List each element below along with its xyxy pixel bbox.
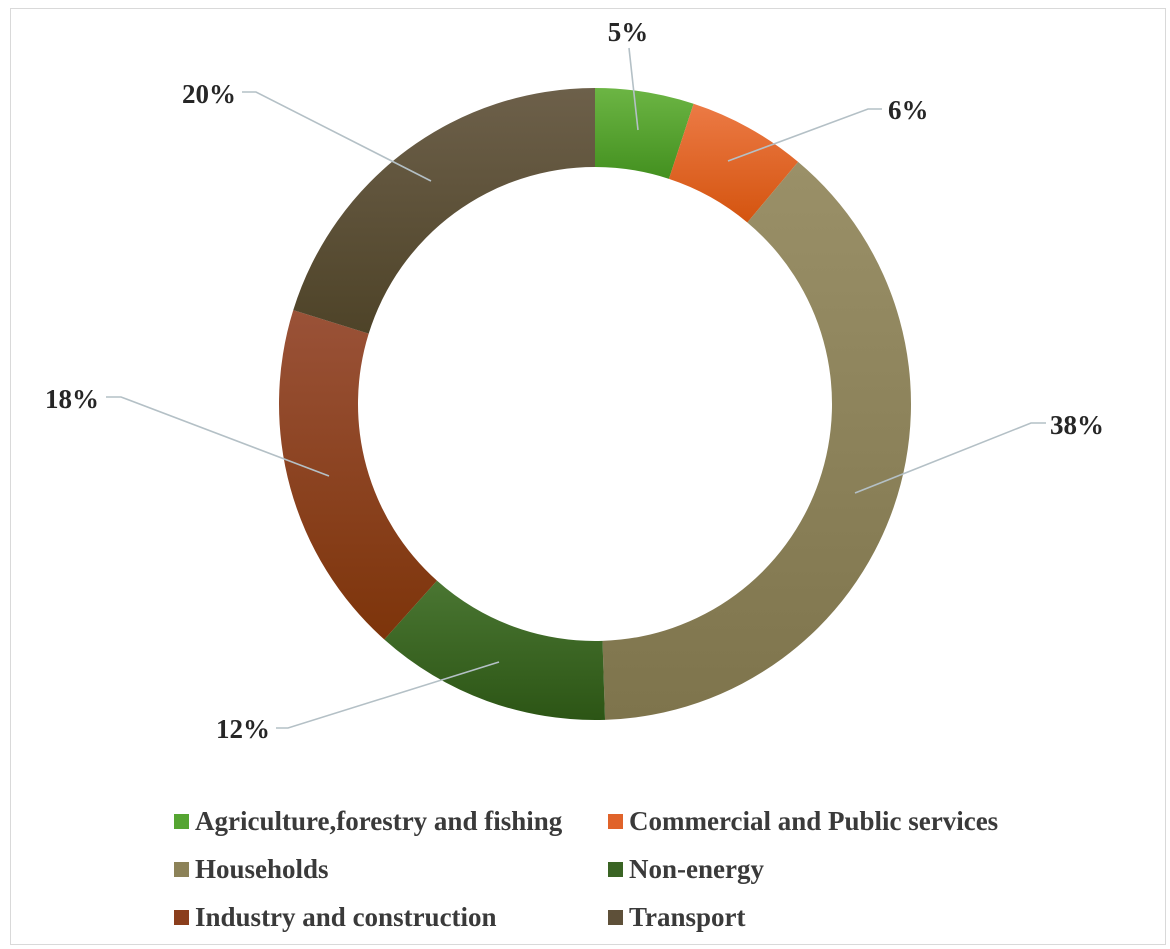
legend-item-households: Households (174, 852, 329, 886)
legend-label-transport: Transport (629, 901, 746, 932)
slice-commercial (668, 103, 799, 223)
slice-households (602, 161, 911, 720)
legend-swatch-commercial (608, 813, 623, 829)
slice-transport (293, 88, 595, 334)
data-label-households: 38% (1050, 410, 1104, 440)
leader-line-agriculture (628, 47, 639, 131)
legend-label-commercial: Commercial and Public services (629, 805, 999, 836)
donut-chart: 5% 6% 38% 12% 18% 20% (45, 17, 1104, 744)
data-label-non-energy: 12% (216, 714, 270, 744)
legend-swatch-households (174, 861, 189, 877)
slice-non-energy (384, 580, 606, 720)
legend-label-households: Households (195, 853, 329, 884)
slice-industry (279, 310, 437, 640)
legend-item-transport: Transport (608, 900, 746, 934)
data-label-commercial: 6% (888, 95, 929, 125)
legend-swatch-agriculture (174, 813, 189, 829)
legend-label-non-energy: Non-energy (629, 853, 764, 884)
leader-line-non-energy (276, 661, 500, 729)
legend-label-industry: Industry and construction (195, 901, 497, 932)
legend-swatch-transport (608, 909, 623, 925)
legend-item-non-energy: Non-energy (608, 852, 764, 886)
legend-swatch-non-energy (608, 861, 623, 877)
data-label-agriculture: 5% (608, 17, 649, 47)
legend-item-commercial: Commercial and Public services (608, 804, 998, 838)
legend-item-industry: Industry and construction (174, 900, 497, 934)
data-label-transport: 20% (182, 79, 236, 109)
leader-line-households (854, 422, 1046, 494)
data-label-industry: 18% (45, 384, 99, 414)
legend-item-agriculture: Agriculture,forestry and fishing (174, 804, 562, 838)
slice-agriculture (595, 88, 694, 179)
leader-line-transport (242, 91, 432, 182)
legend-swatch-industry (174, 909, 189, 925)
leader-line-commercial (727, 108, 882, 162)
leader-line-industry (106, 396, 330, 477)
legend-label-agriculture: Agriculture,forestry and fishing (195, 805, 563, 836)
